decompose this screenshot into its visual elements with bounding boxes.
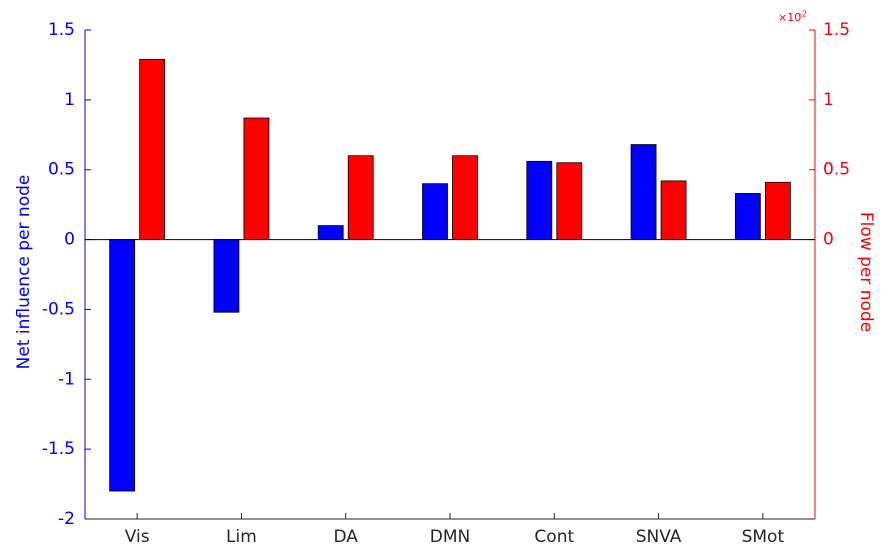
y2-tick-label: 0 (823, 230, 834, 250)
y2-tick-label: 1 (823, 90, 834, 110)
y-tick-label: 1.5 (48, 20, 75, 40)
x-tick-label: Cont (534, 527, 574, 547)
bar (347, 155, 374, 240)
bar (422, 183, 448, 240)
x-tick-label: Vis (125, 527, 150, 547)
bar (630, 144, 657, 240)
y2-axis-label: Flow per node (856, 212, 876, 332)
bar (317, 225, 344, 240)
bar (764, 181, 791, 240)
y2-tick-label: 1.5 (823, 20, 850, 40)
bar (660, 180, 687, 240)
bar (526, 160, 553, 240)
y-tick-label: -1.5 (42, 439, 75, 459)
bar (213, 239, 240, 313)
x-tick-label: SNVA (636, 527, 682, 547)
bar (109, 239, 136, 492)
y2-multiplier: ×10 (778, 11, 801, 24)
y-tick-label: -2 (58, 509, 75, 529)
x-tick-label: DA (334, 527, 359, 547)
bar (556, 162, 583, 240)
bar (452, 155, 478, 240)
x-tick-label: DMN (430, 527, 470, 547)
y2-multiplier-exponent: -2 (799, 10, 807, 19)
x-tick-label: Lim (226, 527, 257, 547)
y-tick-label: -1 (58, 369, 75, 389)
y-tick-label: 0 (64, 230, 75, 250)
bar (734, 193, 761, 240)
y2-tick-label: 0.5 (823, 160, 850, 180)
y-tick-label: 0.5 (48, 160, 75, 180)
y-axis-label: Net influence per node (14, 175, 34, 370)
bar (139, 58, 166, 240)
y-tick-label: 1 (64, 90, 75, 110)
x-tick-label: SMot (742, 527, 785, 547)
y-tick-label: -0.5 (42, 299, 75, 319)
bar (243, 117, 270, 240)
